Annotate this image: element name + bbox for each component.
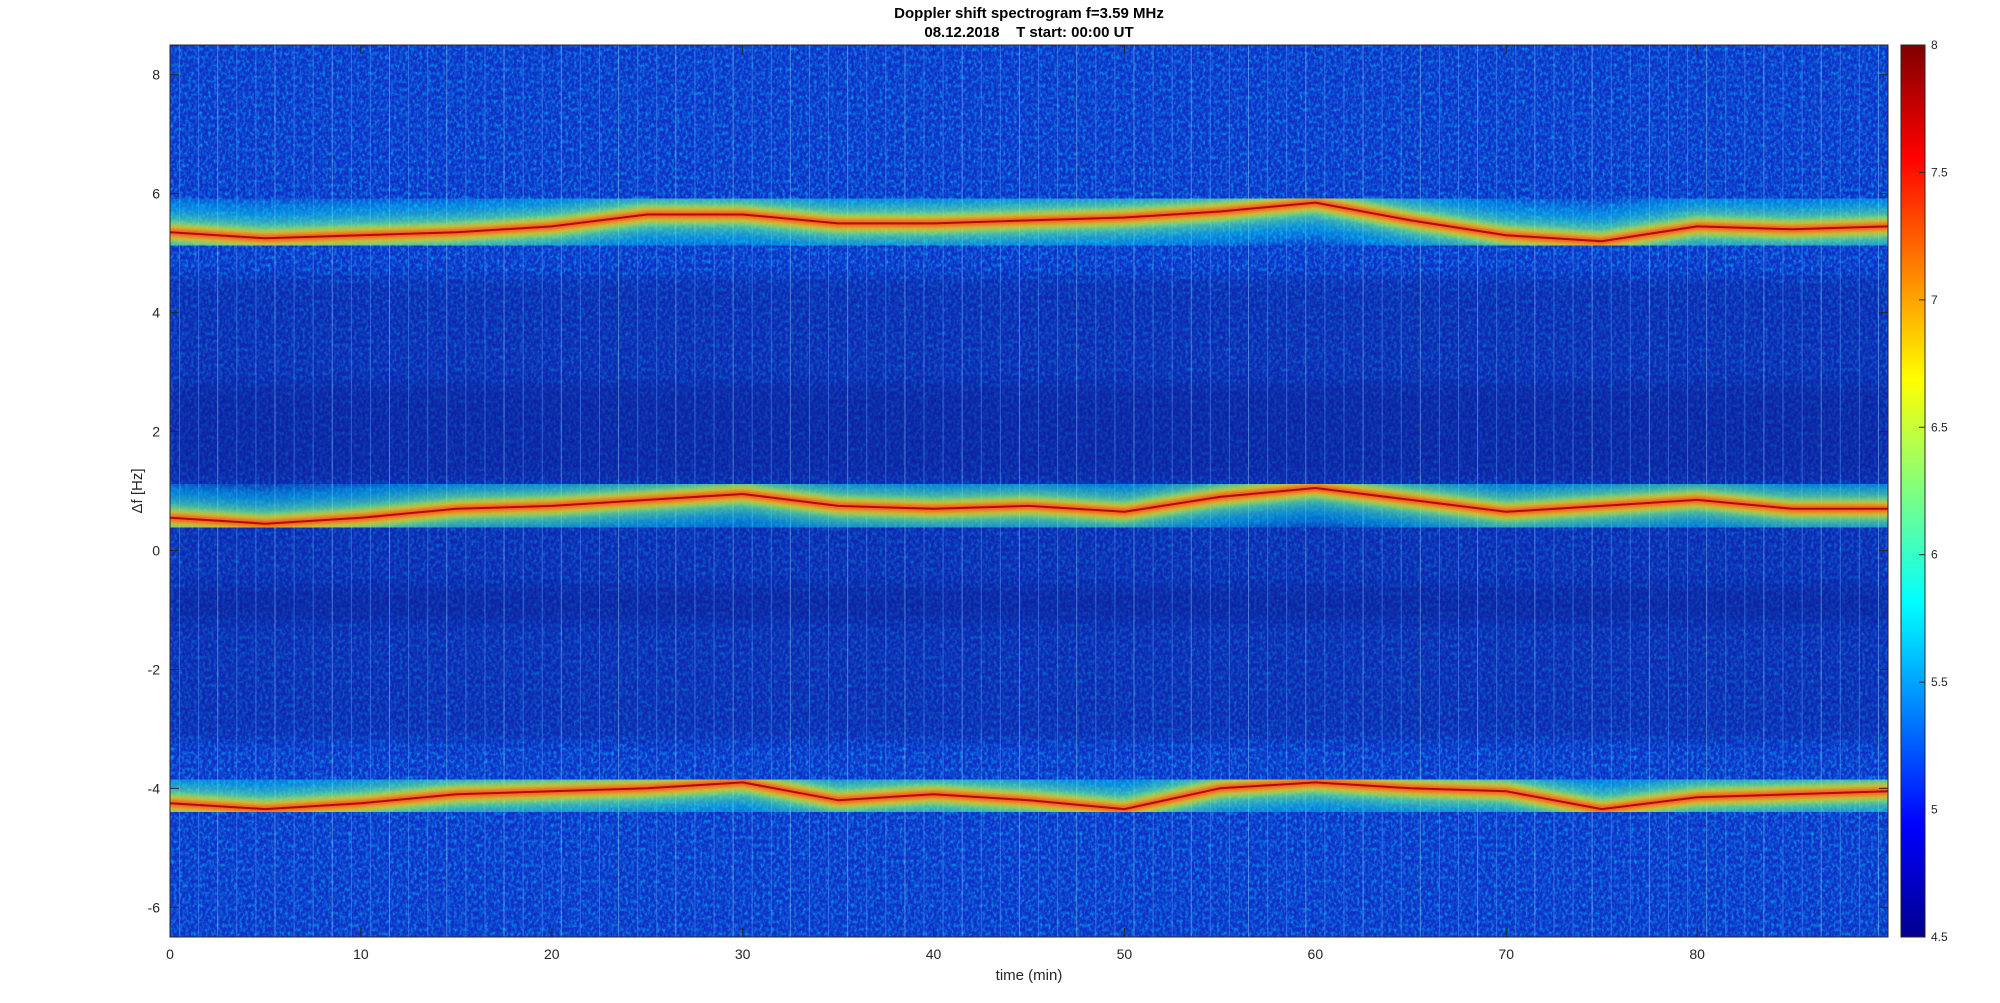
y-axis-label: Δf [Hz] <box>129 468 146 513</box>
x-axis-label: time (min) <box>996 967 1063 984</box>
dark-region <box>170 276 1888 480</box>
colorbar-ticks: 4.5 5 5.5 6 6.5 7 7.5 8 <box>1919 38 1948 944</box>
colorbar-tick-label: 8 <box>1931 38 1938 52</box>
y-tick-label: 6 <box>152 186 160 202</box>
x-tick-label: 60 <box>1308 946 1324 962</box>
y-axis: -6 -4 -2 0 2 4 6 8 <box>148 67 1888 915</box>
colorbar-tick-label: 5.5 <box>1931 675 1948 689</box>
trace-line-3 <box>170 781 1888 811</box>
colorbar-tick-label: 6.5 <box>1931 420 1948 434</box>
trace-line-1 <box>170 201 1888 243</box>
plot-area <box>170 45 1888 937</box>
y-tick-label: -2 <box>148 661 161 677</box>
dark-region <box>170 586 1888 741</box>
x-tick-label: 10 <box>353 946 369 962</box>
colorbar-tick-label: 6 <box>1931 548 1938 562</box>
y-tick-label: -4 <box>148 780 161 796</box>
y-tick-label: 0 <box>152 542 160 558</box>
y-tick-label: 4 <box>152 305 160 321</box>
x-tick-label: 80 <box>1689 946 1705 962</box>
x-tick-label: 40 <box>926 946 942 962</box>
chart-subtitle: 08.12.2018 T start: 00:00 UT <box>924 24 1133 41</box>
doppler-traces <box>170 167 1888 845</box>
colorbar-gradient <box>1900 44 1926 938</box>
trace-line-2 <box>170 487 1888 525</box>
colorbar-tick-label: 7.5 <box>1931 165 1948 179</box>
y-tick-label: -6 <box>148 899 161 915</box>
x-axis: 0 10 20 30 40 50 60 70 80 <box>166 45 1705 962</box>
colorbar: 4.5 5 5.5 6 6.5 7 7.5 8 <box>1900 38 1948 944</box>
x-tick-label: 20 <box>544 946 560 962</box>
colorbar-tick-label: 4.5 <box>1931 930 1948 944</box>
y-tick-label: 2 <box>152 424 160 440</box>
plot-frame <box>169 44 1889 938</box>
x-tick-label: 0 <box>166 946 174 962</box>
colorbar-tick-label: 5 <box>1931 803 1938 817</box>
chart-title: Doppler shift spectrogram f=3.59 MHz <box>894 5 1164 22</box>
x-tick-label: 30 <box>735 946 751 962</box>
colorbar-tick-label: 7 <box>1931 293 1938 307</box>
x-tick-label: 70 <box>1498 946 1514 962</box>
y-tick-label: 8 <box>152 67 160 83</box>
x-tick-label: 50 <box>1117 946 1133 962</box>
